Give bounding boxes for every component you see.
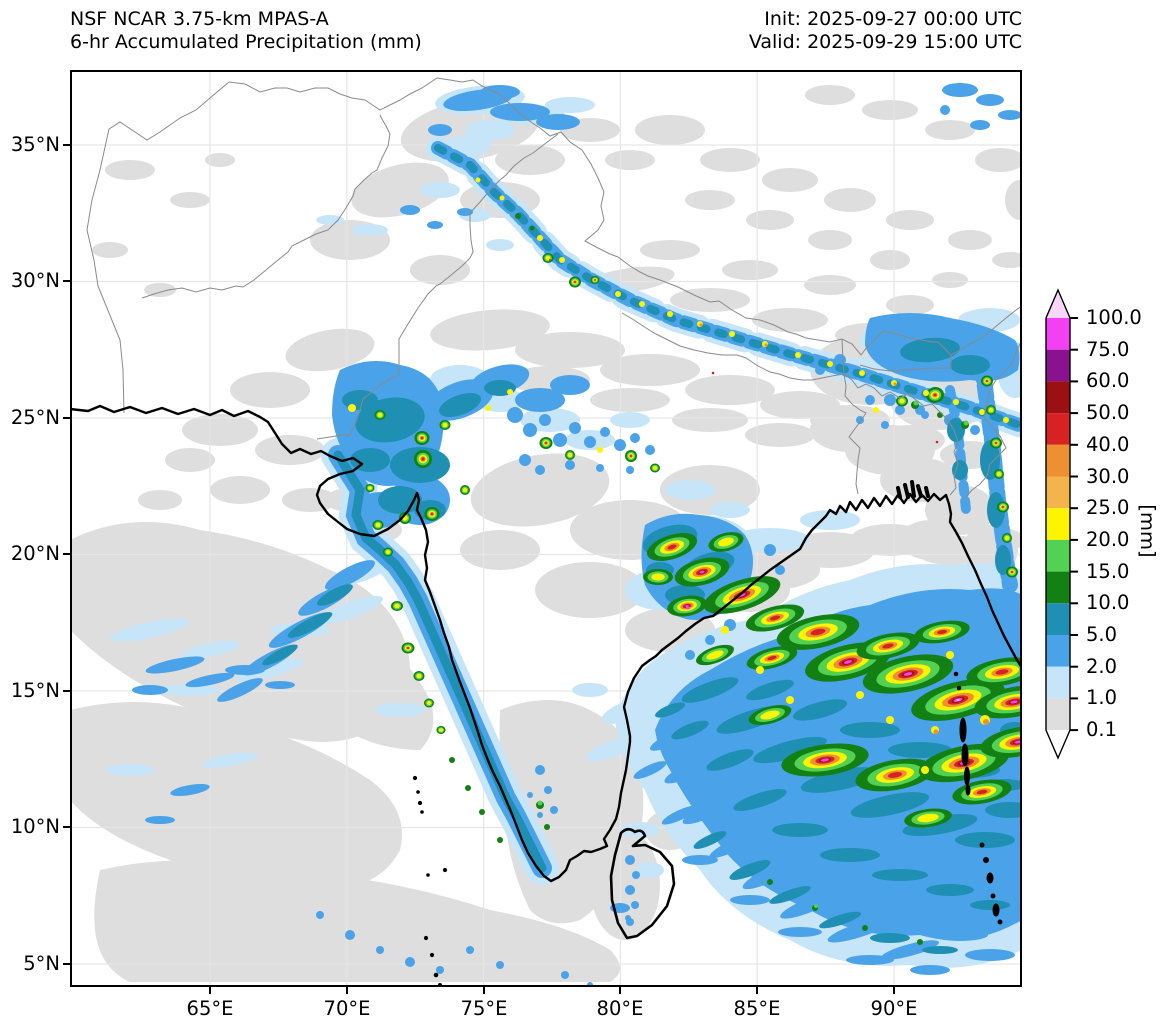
cb-tick-1: 1.0 bbox=[1086, 686, 1118, 710]
plot-title-left: NSF NCAR 3.75-km MPAS-A 6-hr Accumulated … bbox=[70, 8, 422, 54]
lon-tick-85e: 85°E bbox=[733, 997, 781, 1020]
coastline bbox=[68, 404, 1024, 987]
cb-tick-2: 2.0 bbox=[1086, 654, 1118, 678]
island-chains bbox=[412, 671, 1003, 987]
cb-tick-15: 15.0 bbox=[1086, 559, 1130, 583]
lon-tickmark bbox=[483, 987, 485, 994]
cb-tick-25: 25.0 bbox=[1086, 496, 1130, 520]
lon-tick-70e: 70°E bbox=[323, 997, 371, 1020]
colorbar-unit-label: [mm] bbox=[1136, 504, 1159, 558]
lat-tickmark bbox=[63, 826, 70, 828]
plot-title-right: Init: 2025-09-27 00:00 UTC Valid: 2025-09… bbox=[700, 8, 1022, 54]
lon-tick-75e: 75°E bbox=[460, 997, 508, 1020]
init-time: Init: 2025-09-27 00:00 UTC bbox=[764, 8, 1022, 30]
cb-tick-10: 10.0 bbox=[1086, 591, 1130, 615]
cb-tick-100: 100.0 bbox=[1086, 306, 1142, 329]
cb-tick-60: 60.0 bbox=[1086, 369, 1130, 393]
cb-tick-5: 5.0 bbox=[1086, 623, 1118, 646]
colorbar-canvas bbox=[1045, 288, 1078, 760]
lat-tick-10n: 10°N bbox=[10, 815, 60, 838]
lat-tickmark bbox=[63, 690, 70, 692]
lon-tickmark bbox=[756, 987, 758, 994]
cb-tick-30: 30.0 bbox=[1086, 464, 1130, 488]
lon-tickmark bbox=[209, 987, 211, 994]
cb-tick-75: 75.0 bbox=[1086, 337, 1130, 361]
lat-tick-35n: 35°N bbox=[10, 133, 60, 156]
lat-tickmark bbox=[63, 553, 70, 555]
colorbar: 100.0 75.0 60.0 50.0 40.0 30.0 25.0 20.0… bbox=[1044, 288, 1172, 780]
valid-time: Valid: 2025-09-29 15:00 UTC bbox=[748, 31, 1022, 53]
cb-tick-20: 20.0 bbox=[1086, 527, 1130, 551]
lat-tick-15n: 15°N bbox=[10, 679, 60, 702]
cb-tick-0p1: 0.1 bbox=[1086, 718, 1118, 742]
lat-tick-30n: 30°N bbox=[10, 269, 60, 292]
map-plot-area bbox=[68, 70, 1058, 988]
lon-tick-90e: 90°E bbox=[870, 997, 918, 1020]
precip-speckles bbox=[348, 177, 1009, 945]
lon-tick-80e: 80°E bbox=[596, 997, 644, 1020]
cb-tick-40: 40.0 bbox=[1086, 432, 1130, 456]
product-title: 6-hr Accumulated Precipitation (mm) bbox=[70, 31, 422, 53]
lat-tick-25n: 25°N bbox=[10, 406, 60, 429]
lat-tick-20n: 20°N bbox=[10, 542, 60, 565]
country-borders bbox=[86, 77, 1023, 498]
lat-tick-5n: 5°N bbox=[23, 952, 60, 975]
lon-tickmark bbox=[619, 987, 621, 994]
lat-tickmark bbox=[63, 417, 70, 419]
model-title: NSF NCAR 3.75-km MPAS-A bbox=[70, 8, 329, 30]
lon-tickmark bbox=[893, 987, 895, 994]
map-canvas bbox=[68, 70, 1058, 988]
lat-tickmark bbox=[63, 280, 70, 282]
plot-frame bbox=[70, 70, 1022, 987]
lat-tickmark bbox=[63, 144, 70, 146]
lon-tick-65e: 65°E bbox=[186, 997, 234, 1020]
cb-tick-50: 50.0 bbox=[1086, 401, 1130, 425]
lat-tickmark bbox=[63, 963, 70, 965]
lon-tickmark bbox=[346, 987, 348, 994]
